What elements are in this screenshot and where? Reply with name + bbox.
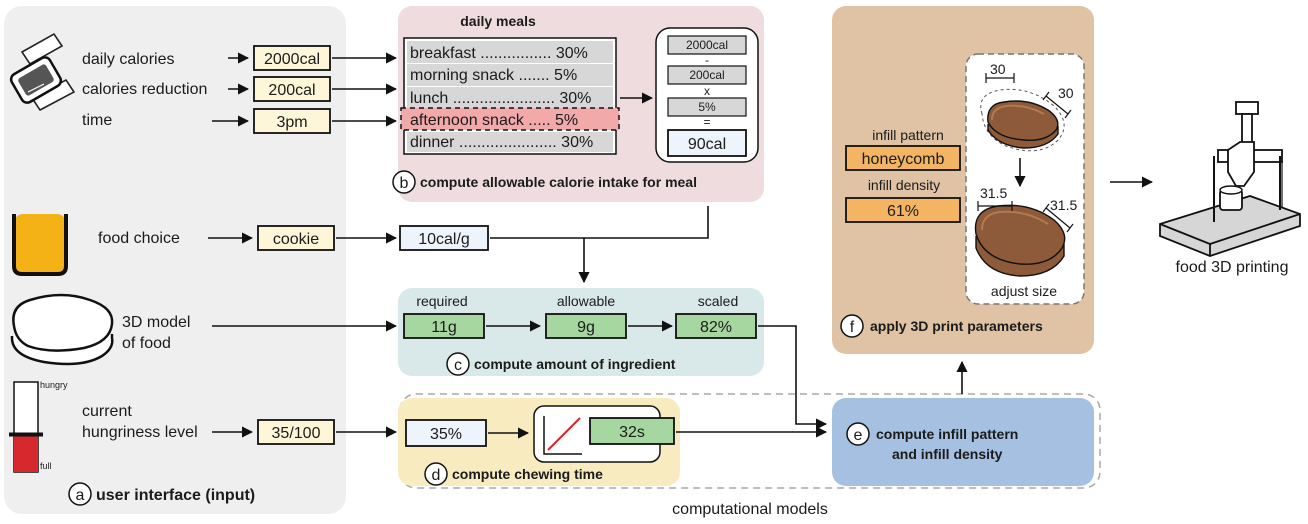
input-label-3d-model-line1: 3D model — [122, 314, 190, 331]
value-scaled: 82% — [700, 319, 732, 336]
value-chewing-time: 32s — [619, 424, 645, 441]
panel-b-title: compute allowable calorie intake for mea… — [420, 174, 697, 190]
meal-lunch: lunch ....................... 30% — [410, 90, 591, 107]
computational-models-label: computational models — [672, 501, 828, 518]
gauge-top-label: hungry — [40, 380, 68, 390]
calc-op-2: x — [704, 84, 710, 98]
value-infill-pattern: honeycomb — [862, 151, 945, 168]
value-time: 3pm — [276, 114, 307, 131]
badge-b — [392, 170, 416, 194]
input-label-hunger-line1: current — [82, 403, 132, 420]
cookie-before-icon — [980, 73, 1072, 152]
calc-value-3: 5% — [698, 100, 716, 114]
panel-e-title-line1: compute infill pattern — [876, 426, 1018, 442]
calc-value-1: 2000cal — [686, 38, 728, 52]
value-box-calorie-density[interactable]: 10cal/g — [399, 225, 489, 251]
badge-f — [840, 314, 864, 338]
panel-d-chewing-time: 35% 32s d compute chewing time — [398, 398, 680, 486]
badge-a-letter: a — [76, 487, 85, 504]
cookie-after-icon — [974, 201, 1074, 277]
value-allowable: 9g — [577, 319, 595, 336]
panel-a-user-interface: hungry full daily calories calories redu… — [4, 6, 346, 514]
panel-f-title: apply 3D print parameters — [870, 318, 1043, 334]
value-food-choice: cookie — [273, 231, 319, 248]
badge-c-letter: c — [454, 357, 462, 374]
badge-d-letter: d — [432, 467, 441, 484]
value-calories-reduction: 200cal — [268, 82, 315, 99]
meal-highlight — [400, 107, 620, 131]
dim-after-2: 31.5 — [1050, 197, 1077, 213]
label-allowable: allowable — [557, 293, 616, 309]
panel-d-title: compute chewing time — [452, 466, 603, 482]
value-box-food-choice[interactable]: cookie — [257, 225, 335, 251]
input-label-calories-reduction: calories reduction — [82, 81, 207, 98]
dim-before-1: 30 — [990, 61, 1006, 77]
panel-c-ingredient-amount: required allowable scaled 11g 9g 82% c c… — [398, 288, 764, 376]
juice-cup-icon — [12, 214, 68, 276]
label-infill-pattern: infill pattern — [872, 127, 944, 143]
input-label-hunger-line2: hungriness level — [82, 424, 198, 441]
calc-value-2: 200cal — [689, 68, 724, 82]
hunger-level-fill — [14, 434, 38, 472]
input-label-time: time — [82, 112, 112, 129]
food-model-icon — [10, 293, 114, 366]
value-box-hunger[interactable]: 35/100 — [257, 419, 335, 445]
badge-e-letter: e — [854, 427, 863, 444]
calc-op-3: = — [703, 115, 710, 129]
meal-morning-snack: morning snack ....... 5% — [410, 67, 577, 84]
label-required: required — [416, 293, 467, 309]
meal-dinner: dinner ...................... 30% — [410, 134, 593, 151]
value-daily-calories: 2000cal — [264, 51, 320, 68]
calc-result: 90cal — [688, 136, 726, 153]
calc-frame — [655, 27, 759, 163]
panel-c-title: compute amount of ingredient — [474, 356, 676, 372]
value-calorie-density: 10cal/g — [418, 231, 470, 248]
hunger-gauge-icon: hungry full — [9, 380, 68, 473]
badge-e — [846, 422, 870, 446]
dim-before-2: 30 — [1058, 85, 1074, 101]
label-scaled: scaled — [698, 293, 738, 309]
panel-f-print-parameters: infill pattern honeycomb infill density … — [832, 6, 1094, 354]
adjust-size-label: adjust size — [991, 283, 1057, 299]
input-label-daily-calories: daily calories — [82, 51, 174, 68]
badge-d — [424, 462, 448, 486]
label-infill-density: infill density — [868, 177, 940, 193]
linear-model-icon — [543, 416, 582, 455]
value-box-calories-reduction[interactable]: 200cal — [253, 76, 331, 102]
panel-a-title: user interface (input) — [96, 487, 255, 504]
input-label-3d-model-line2: of food — [122, 335, 171, 352]
badge-c — [446, 352, 470, 376]
panel-e-background — [832, 398, 1094, 486]
meal-afternoon-snack: afternoon snack ..... 5% — [410, 112, 578, 129]
badge-a — [68, 482, 92, 506]
badge-b-letter: b — [400, 175, 409, 192]
value-box-time[interactable]: 3pm — [253, 108, 331, 134]
value-chewing-input: 35% — [430, 426, 462, 443]
meal-breakfast: breakfast ................ 30% — [410, 45, 588, 62]
input-label-food-choice: food choice — [98, 230, 180, 247]
badge-f-letter: f — [850, 319, 855, 336]
gauge-bottom-label: full — [40, 461, 52, 471]
printer-label: food 3D printing — [1176, 259, 1289, 276]
dim-after-1: 31.5 — [980, 185, 1007, 201]
smartwatch-icon — [9, 32, 76, 112]
calc-result-box — [667, 129, 747, 157]
calc-op-1: - — [705, 53, 709, 67]
value-required: 11g — [431, 319, 457, 336]
panel-e-title-line2: and infill density — [892, 446, 1003, 462]
food-3d-printer-icon — [1159, 101, 1301, 257]
panel-e-infill: e compute infill pattern and infill dens… — [832, 398, 1094, 486]
daily-meals-title: daily meals — [460, 13, 536, 29]
value-infill-density: 61% — [887, 203, 919, 220]
value-box-daily-calories[interactable]: 2000cal — [253, 45, 331, 71]
panel-b-calorie-intake: daily meals breakfast ................ 3… — [392, 6, 764, 202]
value-hunger: 35/100 — [272, 425, 321, 442]
